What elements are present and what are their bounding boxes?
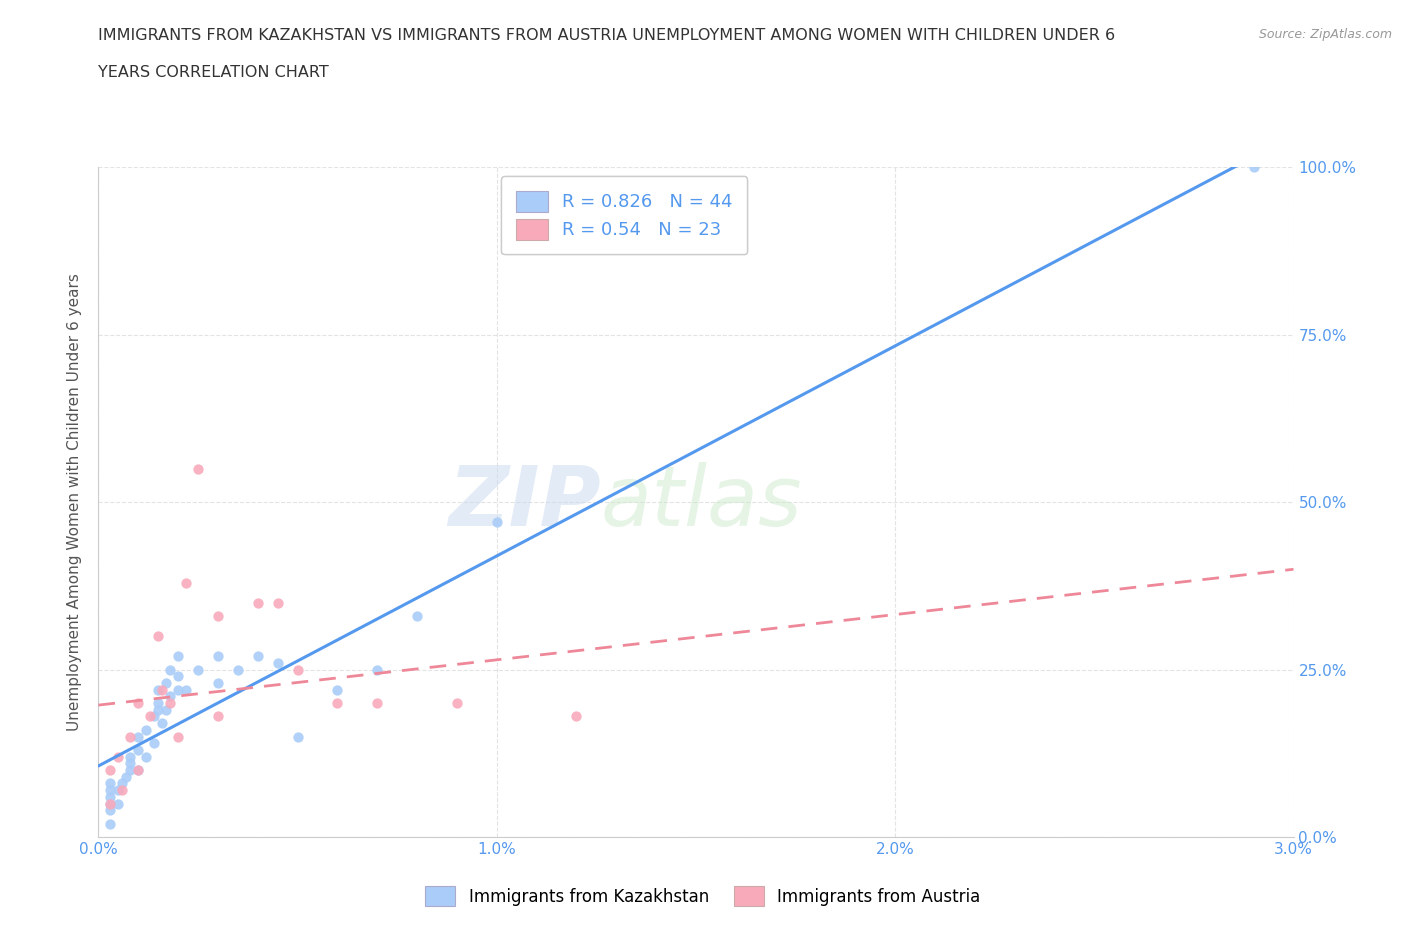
Point — [167, 649, 190, 664]
Point — [148, 629, 170, 644]
Point — [167, 669, 190, 684]
Point — [207, 649, 229, 664]
Point — [485, 515, 508, 530]
Point — [1243, 160, 1265, 175]
Text: YEARS CORRELATION CHART: YEARS CORRELATION CHART — [98, 65, 329, 80]
Point — [135, 723, 157, 737]
Point — [127, 729, 149, 744]
Point — [287, 729, 309, 744]
Point — [143, 709, 166, 724]
Point — [207, 608, 229, 623]
Point — [366, 696, 388, 711]
Point — [207, 709, 229, 724]
Point — [174, 683, 197, 698]
Point — [148, 696, 170, 711]
Text: IMMIGRANTS FROM KAZAKHSTAN VS IMMIGRANTS FROM AUSTRIA UNEMPLOYMENT AMONG WOMEN W: IMMIGRANTS FROM KAZAKHSTAN VS IMMIGRANTS… — [98, 28, 1115, 43]
Point — [159, 696, 181, 711]
Text: Source: ZipAtlas.com: Source: ZipAtlas.com — [1258, 28, 1392, 41]
Point — [187, 662, 209, 677]
Point — [159, 662, 181, 677]
Point — [366, 662, 388, 677]
Point — [446, 696, 468, 711]
Point — [127, 742, 149, 757]
Point — [155, 702, 177, 717]
Point — [120, 729, 142, 744]
Point — [207, 675, 229, 690]
Point — [326, 683, 349, 698]
Y-axis label: Unemployment Among Women with Children Under 6 years: Unemployment Among Women with Children U… — [67, 273, 83, 731]
Point — [167, 683, 190, 698]
Point — [111, 776, 134, 790]
Text: ZIP: ZIP — [447, 461, 600, 543]
Point — [187, 461, 209, 476]
Point — [98, 803, 122, 817]
Point — [98, 763, 122, 777]
Point — [111, 783, 134, 798]
Point — [139, 709, 162, 724]
Point — [155, 675, 177, 690]
Point — [120, 750, 142, 764]
Point — [127, 763, 149, 777]
Point — [246, 649, 269, 664]
Point — [120, 763, 142, 777]
Point — [98, 817, 122, 831]
Point — [98, 776, 122, 790]
Point — [326, 696, 349, 711]
Point — [98, 796, 122, 811]
Text: atlas: atlas — [600, 461, 801, 543]
Point — [150, 716, 173, 731]
Point — [226, 662, 249, 677]
Point — [246, 595, 269, 610]
Point — [98, 790, 122, 804]
Point — [98, 783, 122, 798]
Point — [406, 608, 429, 623]
Point — [148, 702, 170, 717]
Point — [143, 736, 166, 751]
Point — [565, 709, 588, 724]
Point — [127, 696, 149, 711]
Point — [98, 796, 122, 811]
Point — [150, 683, 173, 698]
Point — [107, 750, 129, 764]
Point — [127, 763, 149, 777]
Point — [115, 769, 138, 784]
Legend: Immigrants from Kazakhstan, Immigrants from Austria: Immigrants from Kazakhstan, Immigrants f… — [419, 880, 987, 912]
Point — [167, 729, 190, 744]
Point — [267, 595, 290, 610]
Point — [287, 662, 309, 677]
Point — [148, 683, 170, 698]
Point — [159, 689, 181, 704]
Point — [107, 783, 129, 798]
Point — [174, 575, 197, 590]
Point — [135, 750, 157, 764]
Point — [107, 796, 129, 811]
Point — [267, 656, 290, 671]
Legend: R = 0.826   N = 44, R = 0.54   N = 23: R = 0.826 N = 44, R = 0.54 N = 23 — [501, 177, 748, 254]
Point — [120, 756, 142, 771]
